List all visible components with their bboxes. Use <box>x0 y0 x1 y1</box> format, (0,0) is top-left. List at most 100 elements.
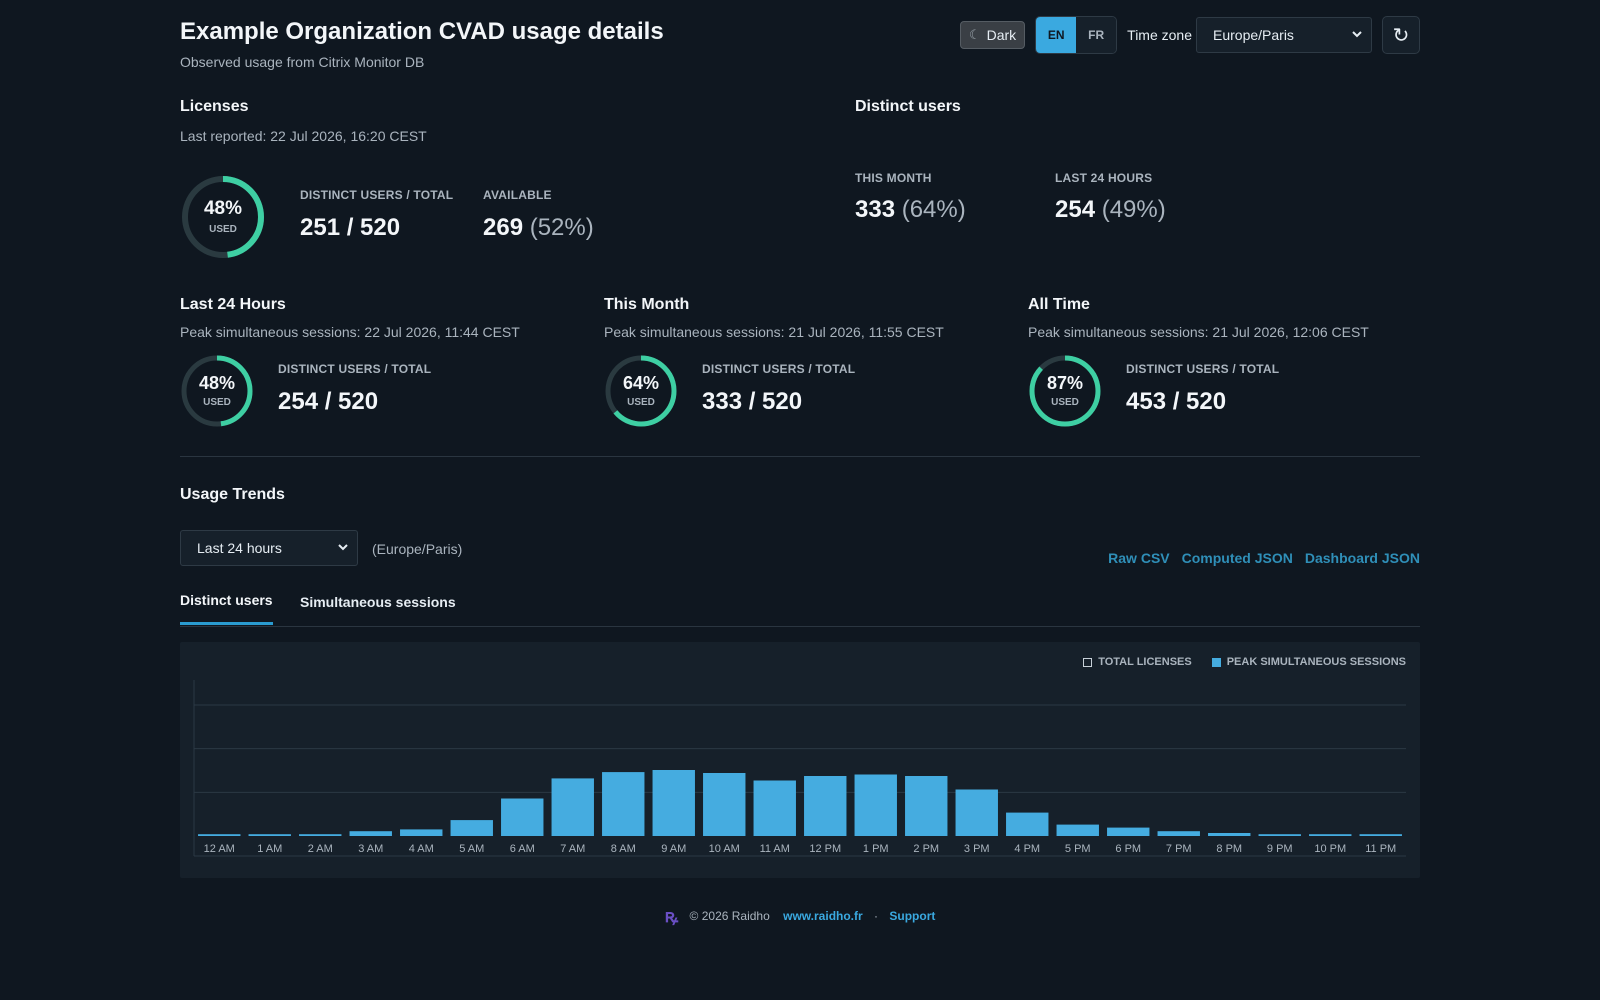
moon-icon: ☾ <box>968 27 981 42</box>
x-tick-label: 7 AM <box>560 843 585 855</box>
footer: ꝶ © 2026 Raidho www.raidho.fr · Support <box>180 904 1420 928</box>
bar-peak-sessions <box>652 770 695 836</box>
period-card-last24: Last 24 Hours Peak simultaneous sessions… <box>180 290 580 430</box>
donut-used-arc <box>605 355 677 427</box>
range-select[interactable]: Last 24 hours <box>180 530 358 566</box>
x-tick-label: 9 AM <box>661 843 686 855</box>
x-tick-label: 4 PM <box>1014 843 1040 855</box>
x-tick-label: 1 PM <box>863 843 889 855</box>
timezone-select[interactable]: Europe/Paris <box>1196 17 1372 53</box>
period-used-percent: 87% <box>1046 373 1084 393</box>
x-tick-label: 3 AM <box>358 843 383 855</box>
period-title: This Month <box>604 296 690 313</box>
x-tick-label: 2 AM <box>308 843 333 855</box>
period-users-label: DISTINCT USERS / TOTAL <box>278 362 432 376</box>
bar-peak-sessions <box>1359 834 1402 836</box>
period-users-label: DISTINCT USERS / TOTAL <box>1126 362 1280 376</box>
period-users-label: DISTINCT USERS / TOTAL <box>702 362 856 376</box>
bar-peak-sessions <box>1006 812 1049 836</box>
computed-json-link[interactable]: Computed JSON <box>1181 550 1293 566</box>
donut-used-arc <box>182 176 264 258</box>
last24-stat: 254 (49%) <box>1055 196 1166 224</box>
lang-fr-button[interactable]: FR <box>1076 17 1117 53</box>
tab-distinct-users[interactable]: Distinct users <box>180 592 273 608</box>
raidho-logo-icon: ꝶ <box>664 906 679 926</box>
x-tick-label: 2 PM <box>913 843 939 855</box>
licenses-used-label: USED <box>209 224 237 235</box>
range-value: Last 24 hours <box>197 540 282 556</box>
x-tick-label: 6 AM <box>510 843 535 855</box>
x-tick-label: 6 PM <box>1115 843 1141 855</box>
bar-peak-sessions <box>299 834 342 836</box>
period-peak: Peak simultaneous sessions: 22 Jul 2026,… <box>180 324 520 340</box>
x-tick-label: 12 AM <box>204 843 235 855</box>
tab-active-indicator <box>180 622 273 625</box>
bar-peak-sessions <box>400 829 443 836</box>
bar-peak-sessions <box>753 780 796 836</box>
period-used-label: USED <box>627 397 655 408</box>
range-timezone: (Europe/Paris) <box>372 541 463 557</box>
last24-value: 254 <box>1055 196 1096 223</box>
x-tick-label: 7 PM <box>1166 843 1192 855</box>
period-donut-ring <box>181 355 253 427</box>
bar-peak-sessions <box>1107 827 1150 836</box>
footer-separator: · <box>874 909 879 923</box>
refresh-button[interactable]: ↻ <box>1382 16 1420 54</box>
lang-en-button[interactable]: EN <box>1036 17 1077 53</box>
timezone-value: Europe/Paris <box>1213 27 1294 43</box>
language-switch: EN FR <box>1035 16 1118 54</box>
bar-peak-sessions <box>551 778 594 836</box>
bar-peak-sessions <box>349 831 392 836</box>
licenses-used-percent: 48% <box>203 198 243 219</box>
licenses-section: Licenses Last reported: 22 Jul 2026, 16:… <box>180 96 820 266</box>
bar-peak-sessions <box>1309 834 1352 836</box>
distinct-users-section: Distinct users THIS MONTH 333 (64%) LAST… <box>855 96 1415 266</box>
period-used-percent: 64% <box>622 373 660 393</box>
x-tick-label: 11 AM <box>760 843 790 855</box>
x-tick-label: 10 AM <box>709 843 740 855</box>
x-tick-label: 10 PM <box>1314 843 1346 855</box>
raw-csv-link[interactable]: Raw CSV <box>1108 550 1170 566</box>
footer-support-link[interactable]: Support <box>889 909 936 923</box>
licenses-users-label: DISTINCT USERS / TOTAL <box>300 188 454 202</box>
licenses-available-label: AVAILABLE <box>483 188 552 202</box>
licenses-title: Licenses <box>180 98 249 115</box>
page-subtitle: Observed usage from Citrix Monitor DB <box>180 54 425 70</box>
period-title: All Time <box>1028 296 1090 313</box>
theme-toggle-button[interactable]: ☾ Dark <box>959 21 1026 49</box>
period-donut-ring <box>1029 355 1101 427</box>
period-card-all-time: All Time Peak simultaneous sessions: 21 … <box>1028 290 1420 430</box>
x-tick-label: 9 PM <box>1267 843 1293 855</box>
distinct-users-title: Distinct users <box>855 98 961 115</box>
page-title: Example Organization CVAD usage details <box>180 18 664 45</box>
bar-peak-sessions <box>1157 831 1200 836</box>
legend-swatch-total <box>1083 657 1093 667</box>
footer-site-link[interactable]: www.raidho.fr <box>783 909 863 923</box>
period-card-this-month: This Month Peak simultaneous sessions: 2… <box>604 290 1004 430</box>
tabs-divider <box>180 626 1420 627</box>
licenses-donut: 48% USED <box>180 174 266 260</box>
timezone-label: Time zone <box>1127 27 1192 43</box>
bar-peak-sessions <box>955 789 998 836</box>
this-month-label: THIS MONTH <box>855 171 932 185</box>
dashboard-json-link[interactable]: Dashboard JSON <box>1304 550 1420 566</box>
licenses-available: 269 (52%) <box>483 214 594 242</box>
period-used-percent: 48% <box>198 373 236 393</box>
x-tick-label: 3 PM <box>964 843 990 855</box>
tab-simultaneous-sessions[interactable]: Simultaneous sessions <box>300 594 456 610</box>
period-title: Last 24 Hours <box>180 296 286 313</box>
header: Example Organization CVAD usage details … <box>180 0 1420 96</box>
chevron-down-icon <box>337 540 349 556</box>
bar-peak-sessions <box>1208 833 1251 836</box>
trends-title: Usage Trends <box>180 486 285 503</box>
usage-chart: TOTAL LICENSES PEAK SIMULTANEOUS SESSION… <box>180 642 1420 878</box>
x-tick-label: 12 PM <box>809 843 841 855</box>
licenses-donut-ring <box>182 176 264 258</box>
period-donut: 64% USED <box>604 354 678 428</box>
licenses-last-reported: Last reported: 22 Jul 2026, 16:20 CEST <box>180 128 427 144</box>
period-used-label: USED <box>203 397 231 408</box>
x-tick-label: 5 AM <box>459 843 484 855</box>
chevron-down-icon <box>1351 27 1363 43</box>
bar-peak-sessions <box>854 774 897 836</box>
licenses-available-value: 269 <box>483 214 524 241</box>
